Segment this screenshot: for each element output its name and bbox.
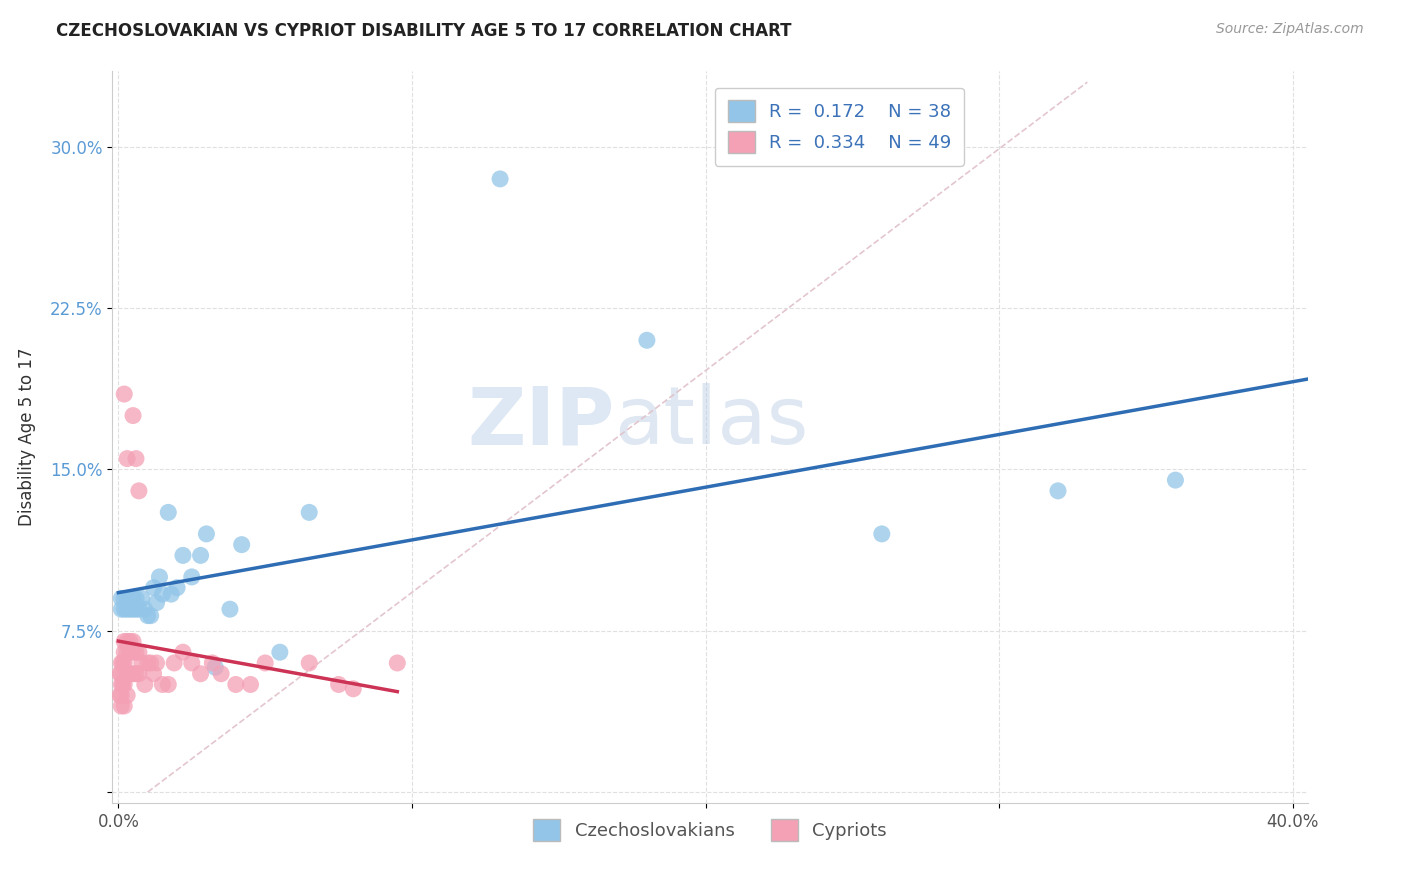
Point bbox=[160, 587, 183, 601]
Point bbox=[209, 666, 232, 681]
Point bbox=[387, 656, 409, 670]
Point bbox=[157, 677, 180, 691]
Text: ZIP: ZIP bbox=[467, 384, 614, 461]
Point bbox=[122, 409, 145, 423]
Point bbox=[1164, 473, 1187, 487]
Point bbox=[136, 656, 159, 670]
Point bbox=[172, 549, 194, 563]
Point bbox=[239, 677, 262, 691]
Point bbox=[125, 451, 148, 466]
Legend: Czechoslovakians, Cypriots: Czechoslovakians, Cypriots bbox=[526, 812, 894, 848]
Point bbox=[225, 677, 247, 691]
Point bbox=[112, 698, 135, 713]
Point bbox=[139, 656, 162, 670]
Text: CZECHOSLOVAKIAN VS CYPRIOT DISABILITY AGE 5 TO 17 CORRELATION CHART: CZECHOSLOVAKIAN VS CYPRIOT DISABILITY AG… bbox=[56, 22, 792, 40]
Point bbox=[145, 596, 167, 610]
Point bbox=[180, 656, 202, 670]
Point bbox=[190, 666, 212, 681]
Point bbox=[190, 549, 212, 563]
Point bbox=[115, 666, 138, 681]
Point bbox=[204, 660, 226, 674]
Point bbox=[163, 656, 186, 670]
Point bbox=[122, 602, 145, 616]
Point bbox=[120, 634, 142, 648]
Point bbox=[108, 688, 131, 702]
Point bbox=[157, 505, 180, 519]
Point bbox=[110, 688, 132, 702]
Point bbox=[128, 483, 150, 498]
Point bbox=[328, 677, 350, 691]
Point bbox=[110, 677, 132, 691]
Point bbox=[112, 387, 135, 401]
Point bbox=[166, 581, 188, 595]
Point bbox=[111, 656, 134, 670]
Point bbox=[125, 645, 148, 659]
Point bbox=[115, 688, 138, 702]
Point bbox=[145, 656, 167, 670]
Point bbox=[128, 666, 150, 681]
Point bbox=[131, 591, 153, 606]
Point bbox=[120, 591, 142, 606]
Point bbox=[115, 645, 138, 659]
Y-axis label: Disability Age 5 to 17: Disability Age 5 to 17 bbox=[18, 348, 37, 526]
Point bbox=[148, 570, 170, 584]
Point bbox=[136, 608, 159, 623]
Point bbox=[111, 677, 134, 691]
Point bbox=[120, 666, 142, 681]
Text: atlas: atlas bbox=[614, 384, 808, 461]
Point bbox=[115, 634, 138, 648]
Point bbox=[134, 677, 156, 691]
Point bbox=[120, 645, 142, 659]
Point bbox=[110, 698, 132, 713]
Point bbox=[636, 333, 658, 347]
Point bbox=[219, 602, 242, 616]
Point bbox=[115, 451, 138, 466]
Point bbox=[112, 634, 135, 648]
Point bbox=[298, 505, 321, 519]
Point bbox=[125, 602, 148, 616]
Point bbox=[112, 591, 135, 606]
Point bbox=[122, 591, 145, 606]
Point bbox=[172, 645, 194, 659]
Point bbox=[110, 656, 132, 670]
Point bbox=[112, 645, 135, 659]
Point bbox=[108, 666, 131, 681]
Point bbox=[110, 666, 132, 681]
Point bbox=[152, 677, 174, 691]
Point bbox=[115, 591, 138, 606]
Point bbox=[131, 656, 153, 670]
Point bbox=[125, 666, 148, 681]
Point bbox=[269, 645, 291, 659]
Point bbox=[201, 656, 224, 670]
Text: Source: ZipAtlas.com: Source: ZipAtlas.com bbox=[1216, 22, 1364, 37]
Point bbox=[115, 602, 138, 616]
Point bbox=[298, 656, 321, 670]
Point bbox=[139, 608, 162, 623]
Point bbox=[489, 172, 512, 186]
Point bbox=[122, 666, 145, 681]
Point bbox=[128, 645, 150, 659]
Point bbox=[110, 591, 132, 606]
Point bbox=[120, 602, 142, 616]
Point bbox=[342, 681, 364, 696]
Point bbox=[152, 587, 174, 601]
Point bbox=[870, 527, 893, 541]
Point bbox=[134, 602, 156, 616]
Point bbox=[122, 634, 145, 648]
Point bbox=[254, 656, 277, 670]
Point bbox=[180, 570, 202, 584]
Point bbox=[112, 677, 135, 691]
Point bbox=[142, 581, 165, 595]
Point bbox=[122, 645, 145, 659]
Point bbox=[110, 602, 132, 616]
Point bbox=[231, 538, 253, 552]
Point bbox=[125, 591, 148, 606]
Point bbox=[112, 602, 135, 616]
Point bbox=[112, 656, 135, 670]
Point bbox=[142, 666, 165, 681]
Point bbox=[195, 527, 218, 541]
Point bbox=[128, 602, 150, 616]
Point bbox=[1046, 483, 1069, 498]
